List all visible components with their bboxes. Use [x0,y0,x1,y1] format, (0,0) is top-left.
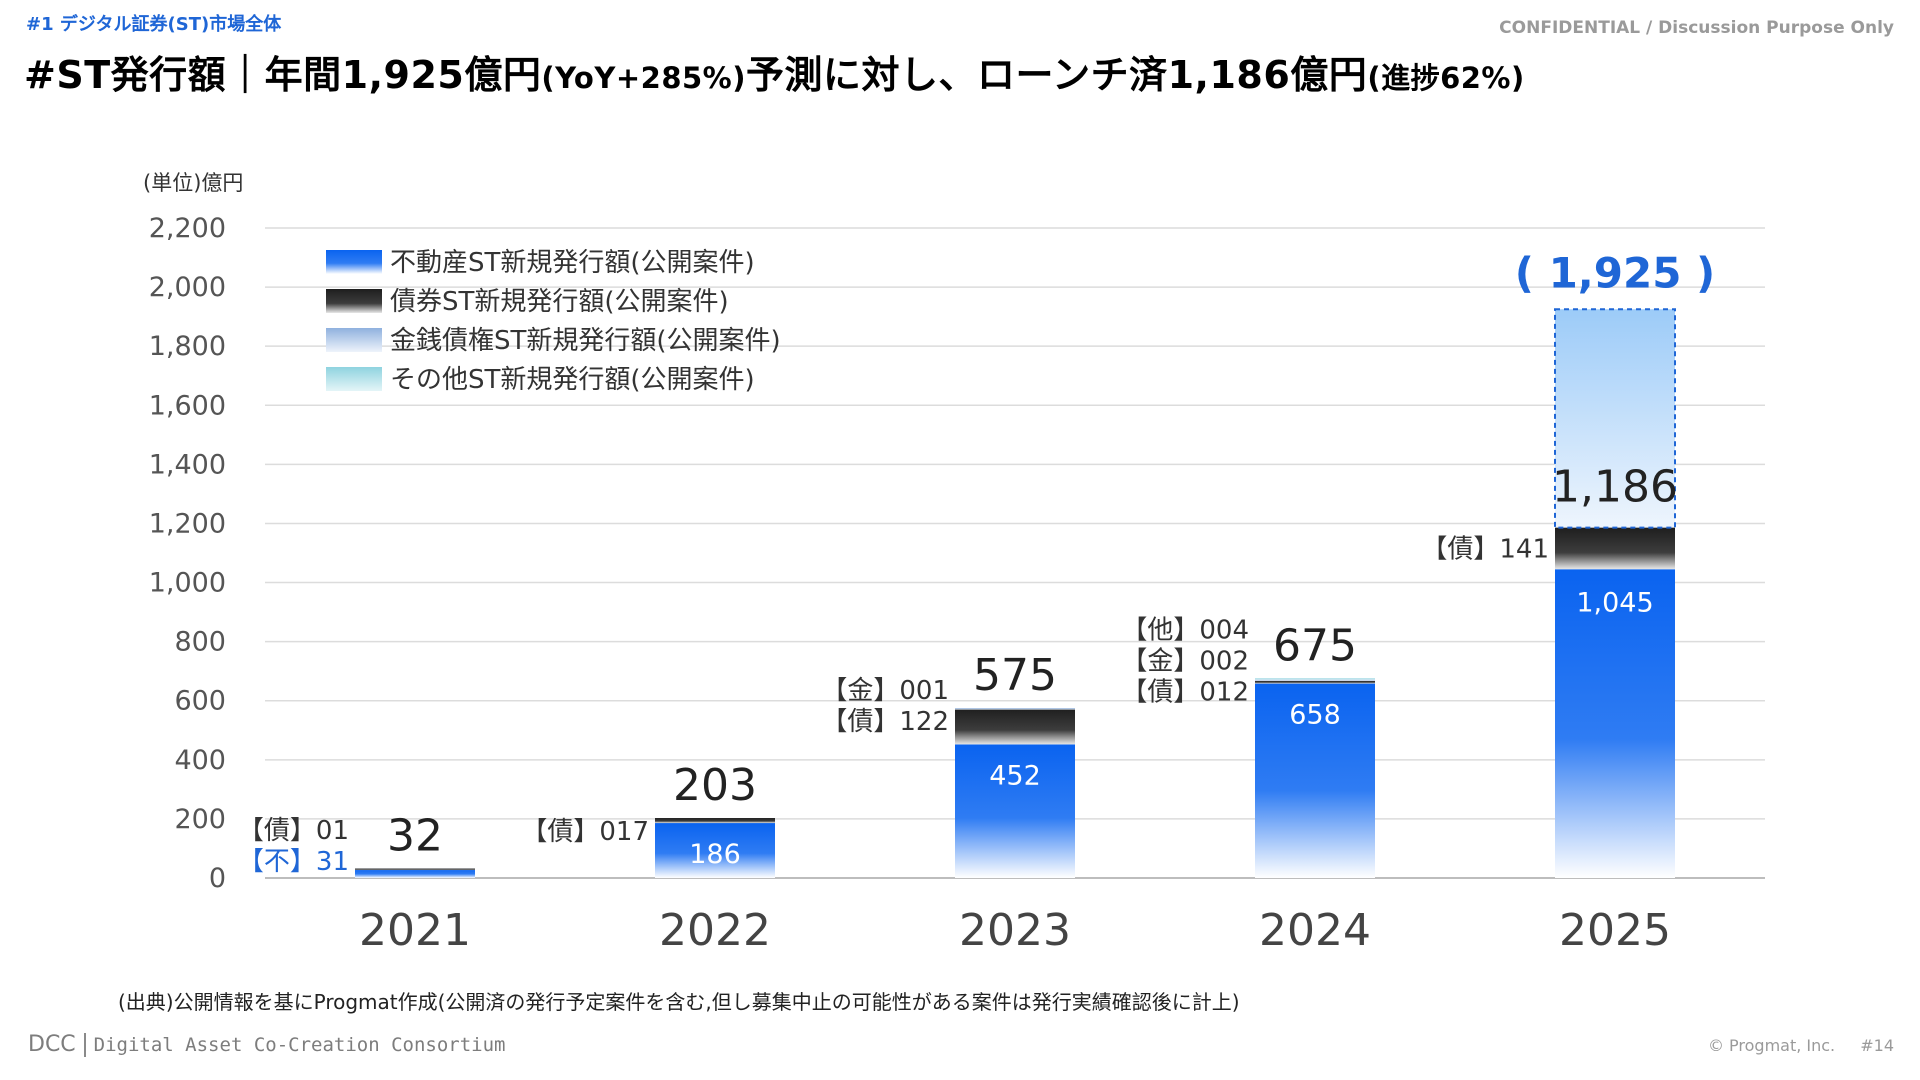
side-label: 【債】141 [1421,535,1549,565]
forecast-label: ( 1,925 ) [1515,248,1715,297]
copyright: © Progmat, Inc. [1707,1036,1836,1055]
total-label: 203 [673,760,757,811]
bar-segment [1255,678,1375,680]
x-tick-label: 2023 [959,905,1071,956]
page-number: #14 [1860,1036,1894,1055]
bar-labels: 32【債】01【不】31203186【債】017575452【金】001【債】1… [238,248,1715,877]
footer-meta: © Progmat, Inc. #14 [1688,1036,1894,1055]
side-label: 【債】012 [1121,677,1249,707]
legend: 不動産ST新規発行額(公開案件) 債券ST新規発行額(公開案件) 金銭債権ST新規発… [326,248,781,395]
y-tick-label: 1,800 [149,331,226,362]
legend-label: 金銭債権ST新規発行額(公開案件) [390,326,781,356]
side-label: 【債】122 [821,707,949,737]
legend-label: 不動産ST新規発行額(公開案件) [390,248,755,278]
bar-segment [355,868,475,871]
bar-segment [1555,569,1675,878]
section-tag: #1 デジタル証券(ST)市場全体 [26,14,282,35]
inner-value-label: 452 [989,760,1041,791]
title-mid: 予測に対し、ローンチ済1,186億円 [746,53,1368,97]
brand-full-name: Digital Asset Co-Creation Consortium [93,1033,506,1056]
bar-segment [1255,683,1375,878]
bar-segment [355,868,475,878]
total-label: 575 [973,650,1057,701]
forecast-box [1554,308,1676,529]
side-label: 【債】017 [521,817,649,847]
legend-swatch [326,328,382,352]
y-tick-label: 1,200 [149,508,226,539]
y-tick-label: 600 [174,686,226,717]
brand-divider [83,1032,86,1057]
inner-value-label: 658 [1289,700,1341,731]
y-axis-ticks: 0 200 400 600 800 1,000 1,200 1,400 1,600 1,800 2,… [149,213,226,894]
x-tick-label: 2025 [1559,905,1671,956]
bar-segment [955,708,1075,745]
bar-segment [655,823,775,878]
y-tick-label: 200 [174,804,226,835]
unit-label: (単位)億円 [143,171,243,195]
legend-swatch [326,367,382,391]
y-tick-label: 1,400 [149,449,226,480]
brand-logo: DCC [28,1032,76,1057]
x-axis-ticks: 2021 2022 2023 2024 2025 [359,905,1671,956]
total-label: 1,186 [1552,462,1678,513]
bar-segment [955,708,1075,710]
total-label: 32 [387,811,443,862]
y-tick-label: 2,200 [149,213,226,244]
legend-label: その他ST新規発行額(公開案件) [390,365,755,395]
y-tick-label: 1,600 [149,390,226,421]
side-label: 【他】004 [1121,615,1249,645]
y-tick-label: 1,000 [149,568,226,599]
source-note: (出典)公開情報を基にProgmat作成(公開済の発行予定案件を含む,但し募集中… [118,990,1240,1014]
y-tick-label: 2,000 [149,272,226,303]
footer-brand: DCC Digital Asset Co-Creation Consortium [28,1032,505,1057]
title-yoy: (YoY+285%) [541,61,746,95]
bars [355,308,1676,878]
st-issuance-chart: (単位)億円 0 200 400 600 800 1,000 1,200 1,400 1,600… [143,171,1765,956]
confidential-label: CONFIDENTIAL / Discussion Purpose Only [1499,18,1894,38]
bar-segment [655,818,775,824]
bar-segment [955,744,1075,878]
page-title: #ST発行額｜年間1,925億円(YoY+285%)予測に対し、ローンチ済1,1… [24,44,1525,99]
side-label: 【債】01 [238,816,349,846]
total-label: 675 [1273,620,1357,671]
title-progress: (進捗62%) [1367,61,1525,95]
inner-value-label: 186 [689,839,741,870]
y-tick-label: 400 [174,745,226,776]
x-tick-label: 2021 [359,905,471,956]
bar-segment [1255,679,1375,681]
bar-segment [1555,527,1675,570]
side-label: 【金】002 [1121,646,1249,676]
side-label: 【不】31 [238,847,349,877]
title-main: #ST発行額｜年間1,925億円 [24,53,542,97]
gridlines [265,227,1765,879]
x-tick-label: 2022 [659,905,771,956]
legend-swatch [326,250,382,274]
legend-label: 債券ST新規発行額(公開案件) [390,287,729,317]
y-tick-label: 0 [209,863,226,894]
inner-value-label: 1,045 [1576,587,1653,618]
y-tick-label: 800 [174,627,226,658]
side-label: 【金】001 [821,676,949,706]
x-tick-label: 2024 [1259,905,1371,956]
legend-swatch [326,289,382,313]
bar-segment [1255,680,1375,684]
